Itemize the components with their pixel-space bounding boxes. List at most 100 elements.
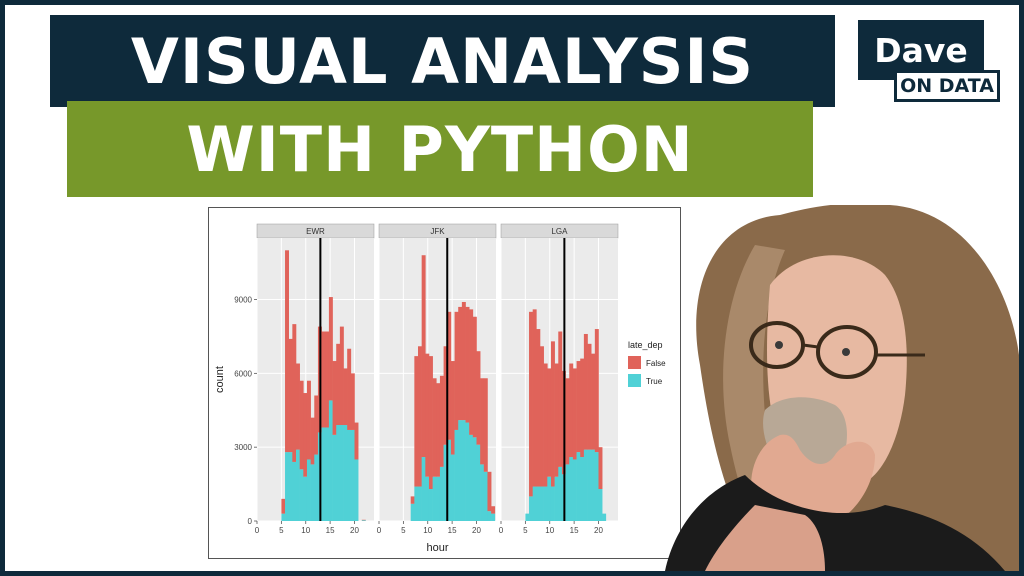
x-tick-label: 15: [570, 526, 579, 535]
y-tick-label: 3000: [234, 443, 252, 452]
bar-true: [321, 427, 326, 521]
bar-true: [303, 476, 308, 521]
x-tick-label: 5: [523, 526, 528, 535]
y-tick-label: 0: [248, 517, 253, 526]
bar-true: [328, 400, 333, 521]
bar-false: [314, 395, 319, 455]
bar-false: [347, 348, 352, 430]
bar-false: [421, 255, 426, 458]
bar-false: [458, 306, 463, 421]
bar-true: [314, 454, 319, 521]
bar-true: [454, 429, 459, 521]
legend-title: late_dep: [628, 340, 663, 350]
bar-true: [432, 476, 437, 521]
bar-true: [483, 471, 488, 521]
bar-false: [591, 353, 596, 450]
bar-true: [591, 449, 596, 521]
bar-false: [565, 378, 570, 465]
bar-true: [361, 520, 366, 521]
bar-true: [343, 425, 348, 521]
bar-false: [339, 326, 344, 426]
bar-true: [576, 452, 581, 521]
bar-false: [594, 329, 599, 453]
bar-false: [480, 378, 485, 465]
bar-false: [483, 378, 488, 472]
presenter-photo: [665, 205, 1019, 571]
bar-false: [332, 361, 337, 435]
bar-false: [554, 363, 559, 477]
bar-false: [491, 506, 496, 514]
bar-false: [285, 250, 289, 453]
chart-svg: EWR 0 5 10 15 20 JFK 0 5 10 15 20 LGA 0 5 10 15 20 0 3000 60…: [214, 223, 666, 554]
bar-true: [491, 513, 496, 521]
bar-true: [543, 486, 548, 521]
bar-true: [602, 513, 607, 521]
bar-true: [410, 503, 415, 521]
bar-false: [325, 331, 330, 428]
bar-true: [465, 422, 470, 521]
bar-false: [580, 358, 585, 458]
bar-true: [285, 452, 289, 521]
bar-true: [529, 496, 533, 521]
bar-false: [281, 498, 286, 514]
bar-true: [469, 434, 474, 521]
bar-true: [550, 486, 555, 521]
bar-true: [350, 429, 355, 521]
legend-swatch-true: [628, 374, 641, 387]
bar-false: [414, 356, 419, 487]
bar-false: [443, 346, 448, 445]
x-tick-label: 15: [448, 526, 457, 535]
bar-false: [547, 368, 552, 477]
bar-true: [525, 513, 530, 521]
bar-false: [447, 311, 452, 440]
bar-true: [296, 449, 300, 521]
bar-true: [310, 464, 315, 521]
bar-false: [569, 363, 574, 458]
x-tick-label: 0: [377, 526, 382, 535]
bar-false: [303, 393, 308, 477]
bar-false: [469, 309, 474, 435]
bar-false: [450, 361, 455, 455]
bar-false: [576, 361, 581, 453]
bar-false: [529, 311, 533, 497]
bar-false: [436, 383, 441, 477]
x-tick-label: 10: [545, 526, 554, 535]
bar-false: [350, 373, 355, 430]
bar-true: [532, 486, 537, 521]
bar-true: [299, 469, 304, 521]
bar-true: [292, 461, 297, 521]
bar-true: [281, 513, 286, 521]
bar-false: [439, 375, 444, 467]
bar-true: [572, 459, 577, 521]
bar-true: [554, 476, 559, 521]
bar-true: [347, 429, 352, 521]
bar-false: [425, 353, 430, 477]
bar-false: [292, 324, 297, 462]
bar-false: [310, 417, 315, 465]
bar-false: [321, 331, 326, 428]
bar-true: [418, 486, 422, 521]
bar-true: [325, 427, 330, 521]
bar-true: [436, 476, 441, 521]
bar-false: [476, 351, 481, 445]
bar-false: [572, 368, 577, 460]
logo-on-data-text: ON DATA: [894, 70, 1000, 102]
bar-true: [428, 489, 433, 521]
bar-false: [418, 346, 422, 487]
bar-false: [410, 496, 415, 504]
bar-true: [536, 486, 541, 521]
bar-false: [540, 346, 544, 487]
bar-false: [343, 368, 348, 426]
legend-label-false: False: [646, 359, 666, 368]
title-line-2: WITH PYTHON: [67, 101, 813, 197]
bar-false: [299, 380, 304, 470]
y-tick-label: 6000: [234, 369, 252, 378]
bar-false: [472, 316, 477, 438]
x-tick-label: 20: [350, 526, 359, 535]
bar-true: [443, 444, 448, 521]
bar-false: [454, 311, 459, 430]
bar-true: [288, 452, 293, 521]
bar-true: [425, 476, 430, 521]
bar-true: [439, 466, 444, 521]
bar-true: [447, 439, 452, 521]
